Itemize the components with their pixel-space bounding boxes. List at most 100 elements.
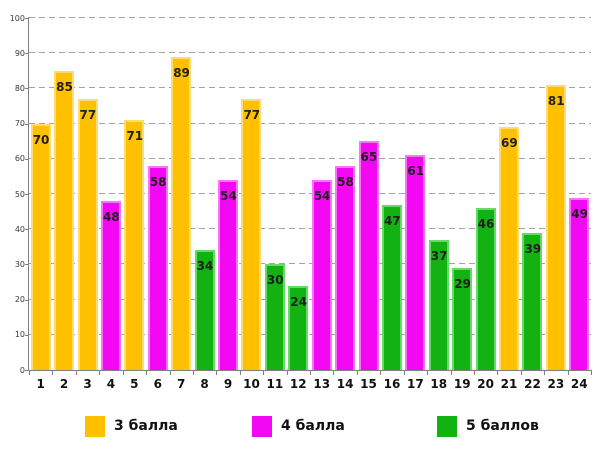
x-axis-line bbox=[28, 370, 592, 371]
bar: 30 bbox=[264, 264, 285, 370]
y-tick-mark bbox=[25, 158, 29, 160]
y-tick-label: 80 bbox=[14, 83, 25, 93]
bar: 34 bbox=[194, 250, 215, 370]
x-tick-mark bbox=[286, 371, 288, 375]
bar-value-label: 48 bbox=[102, 210, 120, 225]
bar: 54 bbox=[218, 179, 239, 370]
y-tick-mark bbox=[25, 88, 29, 90]
x-tick-mark bbox=[380, 371, 382, 375]
x-tick-label: 16 bbox=[383, 377, 401, 391]
x-tick-label: 13 bbox=[313, 377, 331, 391]
bar: 47 bbox=[381, 204, 402, 370]
bar: 58 bbox=[335, 165, 356, 370]
bar: 29 bbox=[452, 267, 473, 370]
x-tick-label: 4 bbox=[106, 377, 116, 391]
y-tick-label: 0 bbox=[19, 365, 25, 375]
bar-value-label: 58 bbox=[149, 174, 167, 189]
bar: 54 bbox=[311, 179, 332, 370]
x-tick-mark bbox=[497, 371, 499, 375]
bar-value-label: 65 bbox=[360, 150, 378, 165]
bar-value-label: 24 bbox=[290, 294, 307, 309]
bar-value-label: 37 bbox=[430, 248, 448, 263]
y-tick-mark bbox=[25, 194, 29, 195]
bar-value-label: 54 bbox=[313, 188, 331, 203]
bar: 71 bbox=[124, 120, 145, 370]
gridline-30 bbox=[29, 263, 591, 265]
x-tick-label: 5 bbox=[130, 377, 139, 391]
plot-area: 70 85 77 48 71 58 89 34 54 77 30 24 54 58 65 47 61 37 29 46… bbox=[29, 17, 591, 370]
x-tick-label: 20 bbox=[477, 377, 494, 391]
bar-value-label: 71 bbox=[126, 129, 144, 144]
y-tick-label: 60 bbox=[14, 154, 25, 164]
x-tick-mark bbox=[29, 371, 30, 375]
x-tick-mark bbox=[52, 371, 54, 375]
gridline-90 bbox=[29, 52, 591, 54]
legend-swatch bbox=[85, 415, 105, 437]
x-tick-mark bbox=[403, 371, 405, 375]
x-tick-mark bbox=[427, 371, 429, 375]
legend-label: 5 баллов bbox=[466, 418, 539, 434]
x-tick-mark bbox=[591, 371, 592, 375]
legend: 3 балла 4 балла 5 баллов bbox=[0, 415, 600, 441]
x-tick-label: 12 bbox=[289, 377, 307, 391]
x-tick-mark bbox=[122, 371, 124, 375]
x-tick-mark bbox=[450, 371, 452, 375]
bar: 70 bbox=[30, 123, 51, 370]
legend-item: 4 балла bbox=[252, 415, 345, 437]
legend-swatch bbox=[437, 415, 457, 437]
bar-value-label: 70 bbox=[32, 132, 50, 147]
gridline-60 bbox=[29, 157, 591, 159]
legend-label: 3 балла bbox=[114, 418, 178, 434]
bar-value-label: 34 bbox=[196, 259, 214, 274]
bar-value-label: 46 bbox=[477, 217, 495, 232]
x-tick-mark bbox=[263, 371, 265, 375]
x-tick-mark bbox=[146, 371, 148, 375]
x-tick-mark bbox=[192, 371, 194, 375]
x-tick-label: 14 bbox=[336, 377, 354, 391]
x-tick-mark bbox=[75, 371, 77, 375]
bar-value-label: 77 bbox=[243, 107, 261, 122]
x-tick-label: 21 bbox=[500, 377, 518, 391]
x-tick-label: 17 bbox=[407, 377, 424, 391]
bar: 77 bbox=[241, 98, 262, 370]
y-tick-mark bbox=[25, 264, 29, 266]
bar: 37 bbox=[428, 239, 449, 370]
x-tick-label: 9 bbox=[223, 377, 233, 391]
bar: 24 bbox=[288, 285, 309, 370]
y-tick-label: 20 bbox=[14, 295, 25, 305]
bar-value-label: 61 bbox=[407, 164, 425, 179]
x-tick-label: 8 bbox=[200, 377, 209, 391]
x-tick-mark bbox=[356, 371, 358, 375]
bar: 58 bbox=[147, 165, 168, 370]
bar-value-label: 58 bbox=[337, 174, 354, 189]
y-tick-label: 90 bbox=[14, 48, 25, 58]
bar: 77 bbox=[77, 98, 98, 370]
x-tick-mark bbox=[239, 371, 241, 375]
bar-value-label: 89 bbox=[173, 65, 190, 80]
gridline-20 bbox=[29, 298, 591, 300]
gridline-80 bbox=[29, 87, 591, 89]
x-tick-label: 10 bbox=[243, 377, 260, 391]
x-tick-mark bbox=[333, 371, 335, 375]
x-tick-label: 15 bbox=[360, 377, 377, 391]
bar: 65 bbox=[358, 141, 379, 370]
y-tick-label: 70 bbox=[14, 119, 25, 129]
bar-value-label: 30 bbox=[266, 273, 284, 288]
y-tick-mark bbox=[25, 123, 29, 125]
x-tick-mark bbox=[99, 371, 101, 375]
y-tick-label: 30 bbox=[14, 259, 25, 269]
x-tick-label: 11 bbox=[266, 377, 284, 391]
y-tick-label: 100 bbox=[9, 13, 25, 23]
gridline-40 bbox=[29, 228, 591, 230]
gridline-50 bbox=[29, 193, 591, 194]
legend-item: 5 баллов bbox=[437, 415, 539, 437]
x-tick-mark bbox=[216, 371, 218, 375]
bar-value-label: 81 bbox=[547, 93, 565, 108]
bar-value-label: 54 bbox=[220, 188, 237, 203]
x-tick-mark bbox=[520, 371, 522, 375]
bar: 81 bbox=[545, 84, 566, 370]
x-tick-label: 7 bbox=[177, 377, 186, 391]
x-tick-label: 19 bbox=[453, 377, 471, 391]
x-tick-mark bbox=[310, 371, 311, 375]
x-tick-label: 24 bbox=[570, 377, 588, 391]
